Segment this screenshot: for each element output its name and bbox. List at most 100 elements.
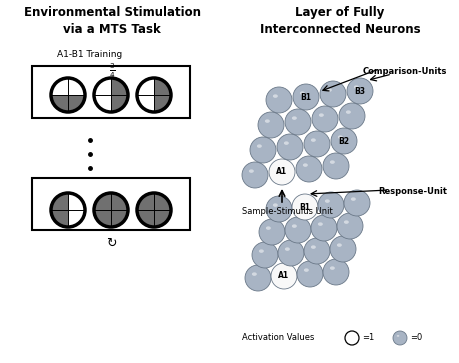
Circle shape: [259, 219, 285, 245]
Wedge shape: [154, 95, 171, 112]
Circle shape: [245, 265, 271, 291]
Ellipse shape: [354, 85, 359, 89]
Ellipse shape: [337, 243, 342, 247]
Circle shape: [242, 162, 268, 188]
Bar: [32, 178, 190, 230]
Circle shape: [337, 213, 363, 239]
Text: A1: A1: [276, 167, 287, 176]
Circle shape: [293, 84, 319, 110]
Circle shape: [266, 87, 292, 113]
Text: Comparison-Units: Comparison-Units: [363, 68, 447, 77]
Text: B1: B1: [300, 203, 310, 212]
Text: Sample-Stimulus Unit: Sample-Stimulus Unit: [241, 207, 332, 216]
Text: =1: =1: [362, 334, 374, 343]
Circle shape: [277, 134, 303, 160]
Wedge shape: [111, 78, 128, 95]
Circle shape: [347, 78, 373, 104]
Ellipse shape: [265, 119, 270, 123]
Ellipse shape: [285, 247, 290, 251]
Wedge shape: [154, 78, 171, 95]
Ellipse shape: [303, 163, 308, 167]
Circle shape: [323, 153, 349, 179]
Circle shape: [271, 263, 297, 289]
Ellipse shape: [292, 224, 297, 228]
Circle shape: [285, 109, 311, 135]
Ellipse shape: [299, 201, 304, 205]
Circle shape: [266, 196, 292, 222]
Text: B1: B1: [301, 93, 312, 102]
Wedge shape: [94, 78, 111, 95]
Circle shape: [278, 240, 304, 266]
Circle shape: [339, 103, 365, 129]
Wedge shape: [137, 78, 154, 95]
Wedge shape: [51, 95, 68, 112]
Wedge shape: [68, 95, 85, 112]
Text: Environmental Stimulation
via a MTS Task: Environmental Stimulation via a MTS Task: [23, 6, 201, 36]
Ellipse shape: [278, 270, 283, 274]
Bar: [32, 66, 190, 118]
Ellipse shape: [259, 249, 264, 253]
Circle shape: [323, 259, 349, 285]
Ellipse shape: [292, 117, 297, 120]
Wedge shape: [51, 210, 68, 227]
Ellipse shape: [257, 144, 262, 148]
Wedge shape: [137, 210, 154, 227]
Wedge shape: [68, 193, 85, 210]
Text: =0: =0: [410, 334, 422, 343]
Circle shape: [331, 128, 357, 154]
Ellipse shape: [346, 110, 351, 114]
Circle shape: [330, 236, 356, 262]
Wedge shape: [68, 210, 85, 227]
Ellipse shape: [276, 166, 281, 170]
Ellipse shape: [252, 272, 257, 276]
Circle shape: [269, 159, 295, 185]
Wedge shape: [111, 210, 128, 227]
Circle shape: [304, 238, 330, 264]
Circle shape: [252, 242, 278, 268]
Circle shape: [258, 112, 284, 138]
Circle shape: [292, 194, 318, 220]
Circle shape: [296, 156, 322, 182]
Text: B2: B2: [338, 136, 349, 146]
Text: B3: B3: [354, 86, 365, 95]
Circle shape: [318, 192, 344, 218]
Ellipse shape: [300, 91, 305, 95]
Text: A1-B1 Training: A1-B1 Training: [57, 50, 123, 59]
Ellipse shape: [397, 335, 399, 337]
Circle shape: [320, 81, 346, 107]
Wedge shape: [51, 78, 68, 95]
Wedge shape: [51, 193, 68, 210]
Ellipse shape: [351, 197, 356, 201]
Text: ↻: ↻: [106, 237, 116, 250]
Ellipse shape: [338, 135, 343, 139]
Ellipse shape: [327, 88, 332, 92]
Circle shape: [297, 261, 323, 287]
Wedge shape: [154, 193, 171, 210]
Ellipse shape: [311, 245, 316, 249]
Circle shape: [285, 217, 311, 243]
Circle shape: [312, 106, 338, 132]
Ellipse shape: [273, 203, 278, 207]
Ellipse shape: [330, 160, 335, 164]
Text: $\frac{3}{4}$: $\frac{3}{4}$: [109, 62, 115, 81]
Wedge shape: [94, 95, 111, 112]
Ellipse shape: [311, 138, 316, 142]
Circle shape: [345, 331, 359, 345]
Wedge shape: [111, 95, 128, 112]
Circle shape: [311, 215, 337, 241]
Wedge shape: [137, 95, 154, 112]
Ellipse shape: [266, 227, 271, 230]
Circle shape: [344, 190, 370, 216]
Ellipse shape: [325, 199, 330, 203]
Text: Response-Unit: Response-Unit: [378, 188, 447, 196]
Wedge shape: [94, 210, 111, 227]
Ellipse shape: [344, 220, 349, 224]
Text: A1: A1: [279, 272, 290, 281]
Ellipse shape: [330, 266, 335, 270]
Ellipse shape: [319, 113, 324, 117]
Ellipse shape: [284, 141, 289, 145]
Circle shape: [250, 137, 276, 163]
Wedge shape: [94, 193, 111, 210]
Ellipse shape: [249, 170, 254, 173]
Wedge shape: [68, 78, 85, 95]
